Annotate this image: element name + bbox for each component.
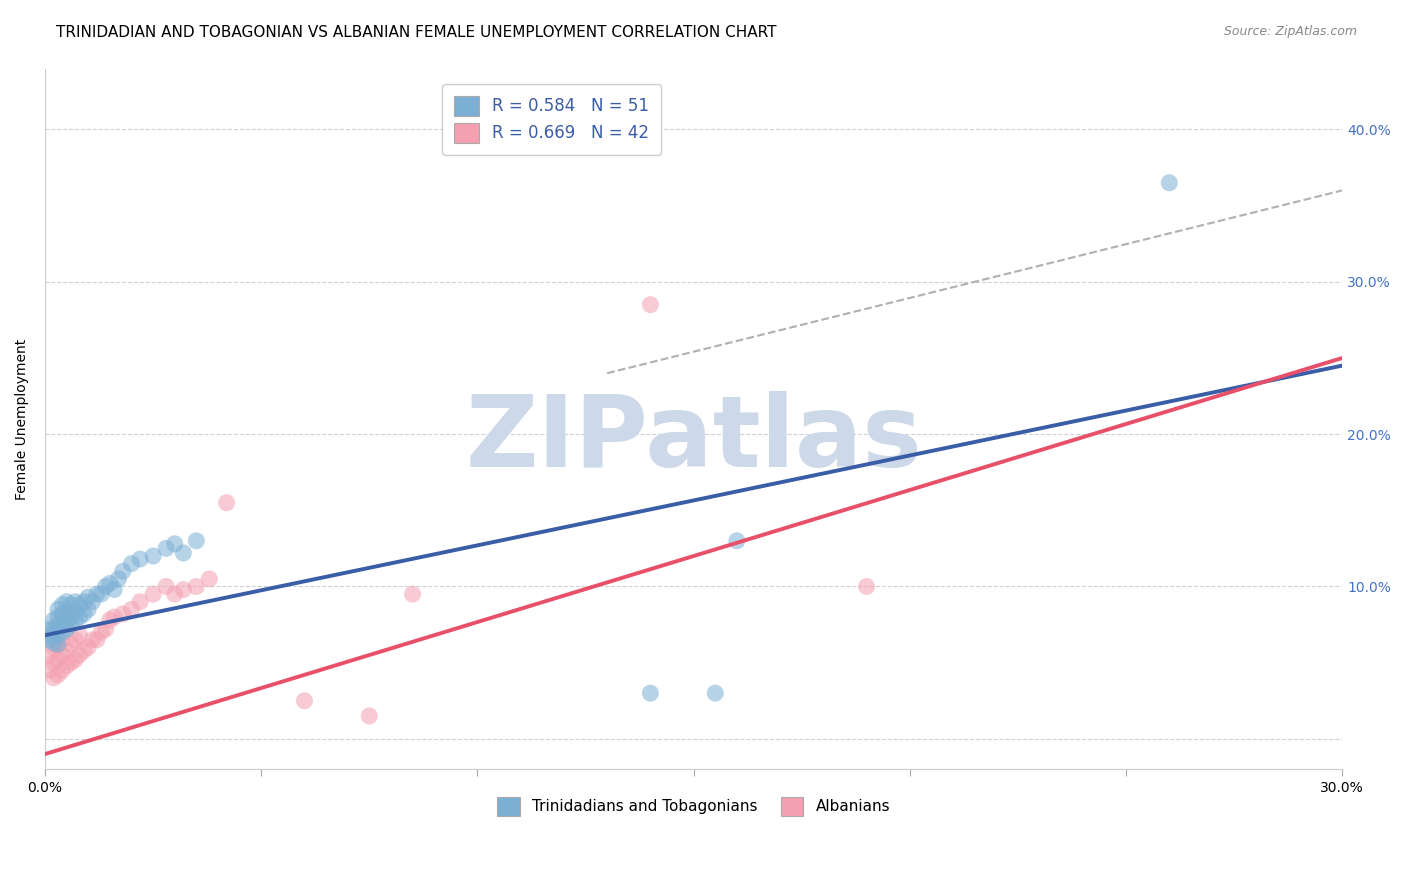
Point (51, 663, 73, 677)
Point (359, 709, 381, 723)
Point (94, 580, 117, 594)
Point (46, 617, 69, 632)
Point (42, 628, 65, 642)
Point (855, 580, 877, 594)
Point (42, 613, 65, 627)
Point (59, 637, 82, 651)
Point (77, 640, 100, 655)
Point (55, 595, 77, 609)
Point (65, 652, 87, 666)
Point (51, 607, 73, 621)
Point (42, 640, 65, 655)
Point (90, 625, 112, 640)
Point (129, 595, 152, 609)
Point (103, 582, 125, 597)
Point (198, 572, 221, 586)
Point (73, 607, 96, 621)
Point (38, 632, 60, 647)
Point (65, 595, 87, 609)
Point (640, 298, 662, 312)
Point (55, 622, 77, 636)
Point (704, 686, 727, 700)
Point (82, 632, 104, 647)
Point (55, 613, 77, 627)
Point (59, 656, 82, 670)
Point (215, 496, 238, 510)
Point (65, 632, 87, 647)
Point (46, 637, 69, 651)
Point (103, 610, 125, 624)
Point (186, 533, 208, 548)
Point (155, 541, 177, 556)
Point (42, 622, 65, 636)
Point (172, 546, 194, 560)
Point (294, 694, 316, 708)
Point (86, 632, 108, 647)
Point (69, 648, 91, 662)
Point (73, 595, 96, 609)
Point (69, 598, 91, 612)
Point (55, 643, 77, 657)
Point (82, 595, 104, 609)
Point (1159, 176, 1181, 190)
Point (120, 602, 142, 616)
Point (142, 587, 165, 601)
Point (90, 587, 112, 601)
Point (77, 590, 100, 604)
Point (38, 628, 60, 642)
Point (98, 576, 121, 591)
Point (46, 637, 69, 651)
Point (51, 617, 73, 632)
Point (38, 648, 60, 662)
Point (73, 643, 96, 657)
Point (59, 610, 82, 624)
Y-axis label: Female Unemployment: Female Unemployment (15, 338, 30, 500)
Point (59, 598, 82, 612)
Point (65, 606, 87, 620)
Point (55, 658, 77, 673)
Point (86, 587, 108, 601)
Point (120, 557, 142, 571)
Point (69, 628, 91, 642)
Point (163, 587, 186, 601)
Point (46, 610, 69, 624)
Point (51, 598, 73, 612)
Point (59, 617, 82, 632)
Point (69, 610, 91, 624)
Point (107, 572, 129, 586)
Point (640, 686, 662, 700)
Point (142, 549, 165, 563)
Point (42, 671, 65, 685)
Point (98, 613, 121, 627)
Point (172, 582, 194, 597)
Point (42, 656, 65, 670)
Point (51, 648, 73, 662)
Point (725, 533, 748, 548)
Text: ZIPatlas: ZIPatlas (465, 392, 922, 489)
Point (42, 636, 65, 650)
Legend: Trinidadians and Tobagonians, Albanians: Trinidadians and Tobagonians, Albanians (488, 788, 900, 825)
Text: TRINIDADIAN AND TOBAGONIAN VS ALBANIAN FEMALE UNEMPLOYMENT CORRELATION CHART: TRINIDADIAN AND TOBAGONIAN VS ALBANIAN F… (56, 25, 776, 40)
Point (51, 632, 73, 647)
Point (46, 652, 69, 666)
Point (155, 580, 177, 594)
Point (94, 622, 117, 636)
Point (55, 606, 77, 620)
Point (65, 613, 87, 627)
Point (163, 537, 186, 551)
Text: Source: ZipAtlas.com: Source: ZipAtlas.com (1223, 25, 1357, 38)
Point (51, 625, 73, 640)
Point (129, 552, 152, 566)
Point (401, 587, 423, 601)
Point (46, 668, 69, 682)
Point (38, 622, 60, 636)
Point (38, 663, 60, 677)
Point (186, 580, 208, 594)
Point (46, 628, 69, 642)
Point (111, 564, 134, 578)
Point (77, 602, 100, 616)
Point (111, 607, 134, 621)
Point (46, 602, 69, 616)
